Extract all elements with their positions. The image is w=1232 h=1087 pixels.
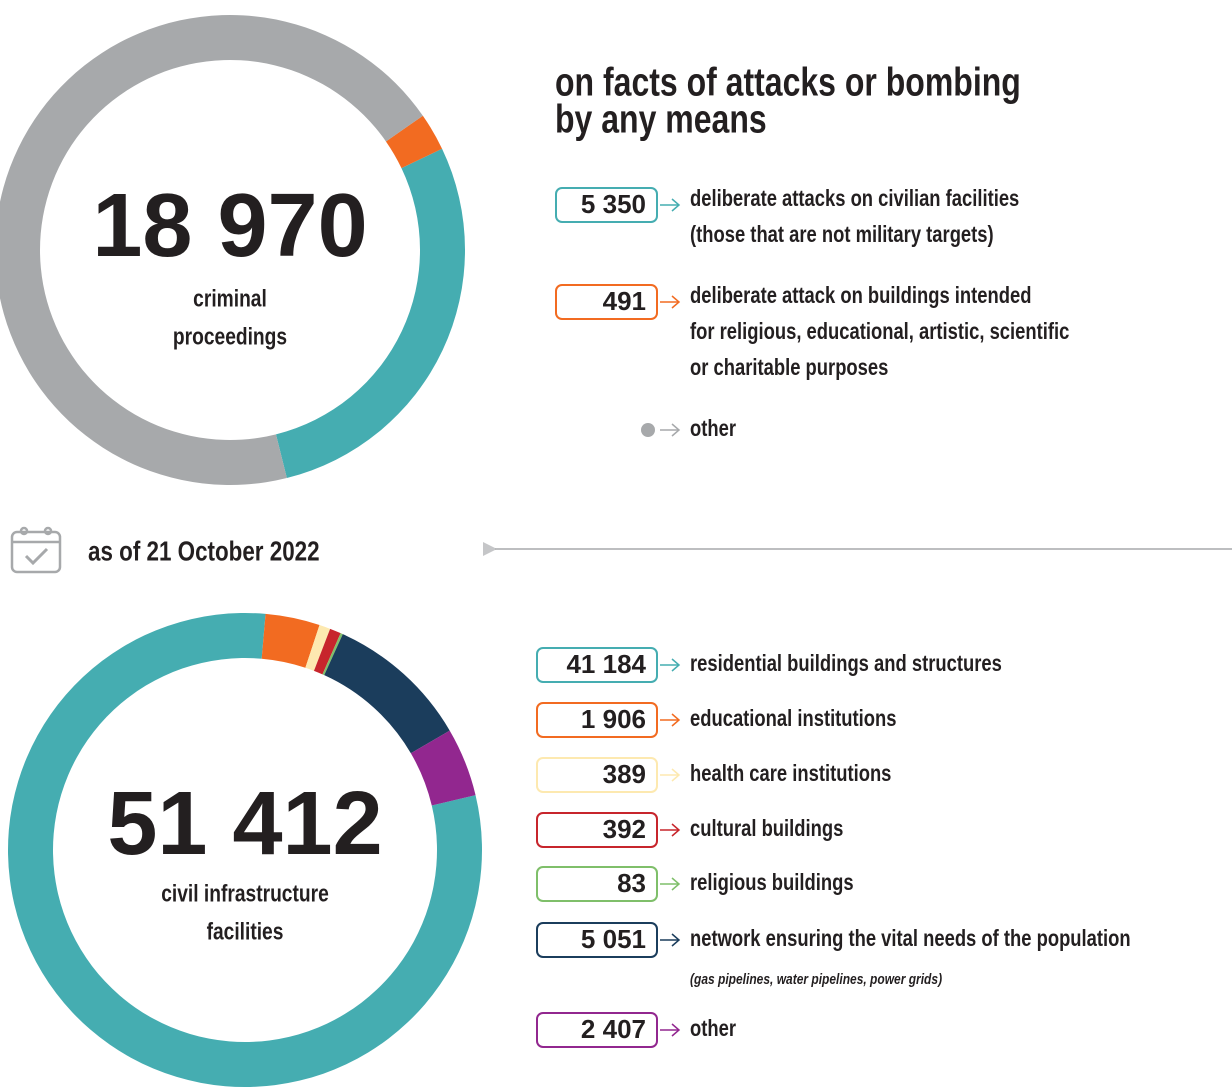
value-box (536, 812, 658, 848)
donut-segment (385, 115, 443, 169)
legend-label: deliberate attacks on civilian facilitie… (690, 185, 1019, 211)
section-title: by any means (555, 98, 767, 142)
legend-arrowhead (671, 658, 681, 672)
value-box (536, 922, 658, 958)
legend-dot (641, 423, 655, 437)
legend-arrowhead (671, 295, 681, 309)
legend-label: (those that are not military targets) (690, 221, 994, 247)
value-label: 2 407 (581, 1014, 646, 1044)
value-box (536, 647, 658, 683)
legend-arrowhead (671, 423, 681, 437)
legend-arrowhead (671, 768, 681, 782)
value-box (555, 187, 658, 223)
total-value: 51 412 (107, 774, 382, 874)
value-label: 389 (603, 759, 646, 789)
calendar-ring (19, 526, 29, 536)
calendar-icon (10, 526, 62, 574)
legend-arrowhead (671, 198, 681, 212)
donut-segment (313, 628, 341, 675)
legend-label: health care institutions (690, 760, 891, 786)
legend-label: educational institutions (690, 705, 897, 731)
value-box (536, 702, 658, 738)
legend-label: other (690, 1015, 736, 1041)
legend-arrowhead (671, 713, 681, 727)
calendar-ring (43, 526, 53, 536)
value-label: 491 (603, 286, 646, 316)
section-title: on facts of attacks or bombing (555, 61, 1021, 105)
total-value: 18 970 (92, 176, 367, 276)
legend-arrowhead (671, 933, 681, 947)
calendar-body (10, 530, 62, 574)
donut-segment (324, 634, 450, 754)
value-label: 392 (603, 814, 646, 844)
legend-label: deliberate attack on buildings intended (690, 282, 1031, 308)
legend-arrowhead (671, 823, 681, 837)
legend-label: or charitable purposes (690, 354, 888, 380)
center-text: proceedings (173, 323, 287, 350)
value-box (536, 866, 658, 902)
value-label: 5 051 (581, 924, 646, 954)
center-text: facilities (207, 918, 284, 945)
donut-segment (410, 730, 476, 806)
legend-label: other (690, 415, 736, 441)
donut-segment (275, 148, 465, 479)
divider-arrow (483, 542, 497, 556)
value-label: 1 906 (581, 704, 646, 734)
legend-label: residential buildings and structures (690, 650, 1002, 676)
legend-label: religious buildings (690, 869, 854, 895)
center-text: civil infrastructure (161, 880, 329, 907)
value-label: 5 350 (581, 189, 646, 219)
legend-label: for religious, educational, artistic, sc… (690, 318, 1070, 344)
date: as of 21 October 2022 (88, 535, 320, 566)
value-box (536, 1012, 658, 1048)
legend-arrowhead (671, 877, 681, 891)
donut-segment (305, 625, 331, 671)
legend-arrowhead (671, 1023, 681, 1037)
value-label: 41 184 (566, 649, 646, 679)
legend-note: (gas pipelines, water pipelines, power g… (690, 971, 942, 988)
value-box (555, 284, 658, 320)
donut-segment (322, 633, 343, 676)
center-text: criminal (193, 285, 267, 312)
value-label: 83 (617, 868, 646, 898)
calendar-check (24, 547, 49, 566)
legend-label: cultural buildings (690, 815, 843, 841)
value-box (536, 757, 658, 793)
donut-segment (261, 613, 320, 668)
legend-label: network ensuring the vital needs of the … (690, 925, 1131, 951)
